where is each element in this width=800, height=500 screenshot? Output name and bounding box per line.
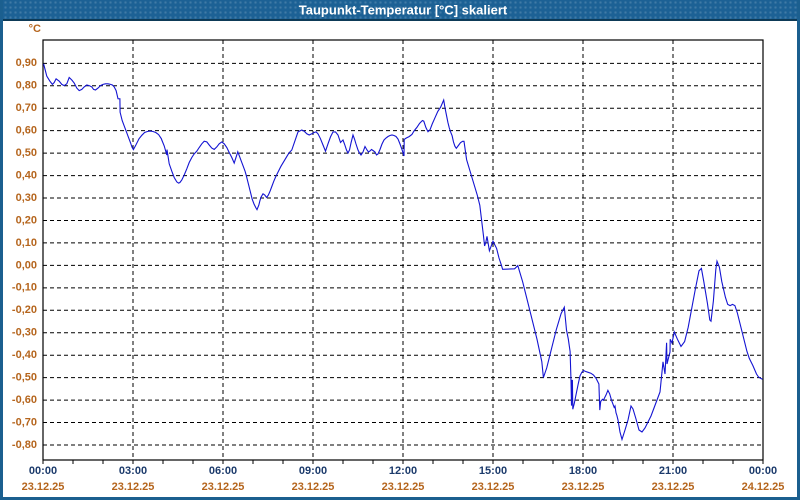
svg-text:23.12.25: 23.12.25 xyxy=(652,481,695,493)
svg-text:-0,50: -0,50 xyxy=(12,372,37,384)
svg-text:-0,40: -0,40 xyxy=(12,349,37,361)
svg-text:23.12.25: 23.12.25 xyxy=(472,481,515,493)
svg-text:-0,80: -0,80 xyxy=(12,439,37,451)
svg-text:23.12.25: 23.12.25 xyxy=(382,481,425,493)
svg-text:-0,30: -0,30 xyxy=(12,327,37,339)
svg-text:00:00: 00:00 xyxy=(29,465,57,477)
svg-text:0,20: 0,20 xyxy=(16,214,37,226)
svg-text:15:00: 15:00 xyxy=(479,465,507,477)
svg-text:0,00: 0,00 xyxy=(16,259,37,271)
svg-text:-0,70: -0,70 xyxy=(12,416,37,428)
svg-text:18:00: 18:00 xyxy=(569,465,597,477)
svg-text:-0,20: -0,20 xyxy=(12,304,37,316)
svg-text:23.12.25: 23.12.25 xyxy=(292,481,335,493)
svg-text:23.12.25: 23.12.25 xyxy=(22,481,65,493)
svg-text:0,40: 0,40 xyxy=(16,169,37,181)
svg-text:23.12.25: 23.12.25 xyxy=(562,481,605,493)
svg-text:09:00: 09:00 xyxy=(299,465,327,477)
svg-text:03:00: 03:00 xyxy=(119,465,147,477)
svg-text:0,30: 0,30 xyxy=(16,192,37,204)
svg-text:°C: °C xyxy=(29,23,41,35)
svg-text:06:00: 06:00 xyxy=(209,465,237,477)
svg-text:0,70: 0,70 xyxy=(16,102,37,114)
svg-text:21:00: 21:00 xyxy=(659,465,687,477)
svg-text:0,90: 0,90 xyxy=(16,57,37,69)
svg-text:0,60: 0,60 xyxy=(16,125,37,137)
svg-text:-0,10: -0,10 xyxy=(12,282,37,294)
svg-text:0,10: 0,10 xyxy=(16,237,37,249)
svg-text:0,50: 0,50 xyxy=(16,147,37,159)
svg-text:12:00: 12:00 xyxy=(389,465,417,477)
svg-text:23.12.25: 23.12.25 xyxy=(202,481,245,493)
svg-text:23.12.25: 23.12.25 xyxy=(112,481,155,493)
svg-text:24.12.25: 24.12.25 xyxy=(742,481,785,493)
svg-text:-0,60: -0,60 xyxy=(12,394,37,406)
svg-text:00:00: 00:00 xyxy=(749,465,777,477)
svg-text:0,80: 0,80 xyxy=(16,80,37,92)
